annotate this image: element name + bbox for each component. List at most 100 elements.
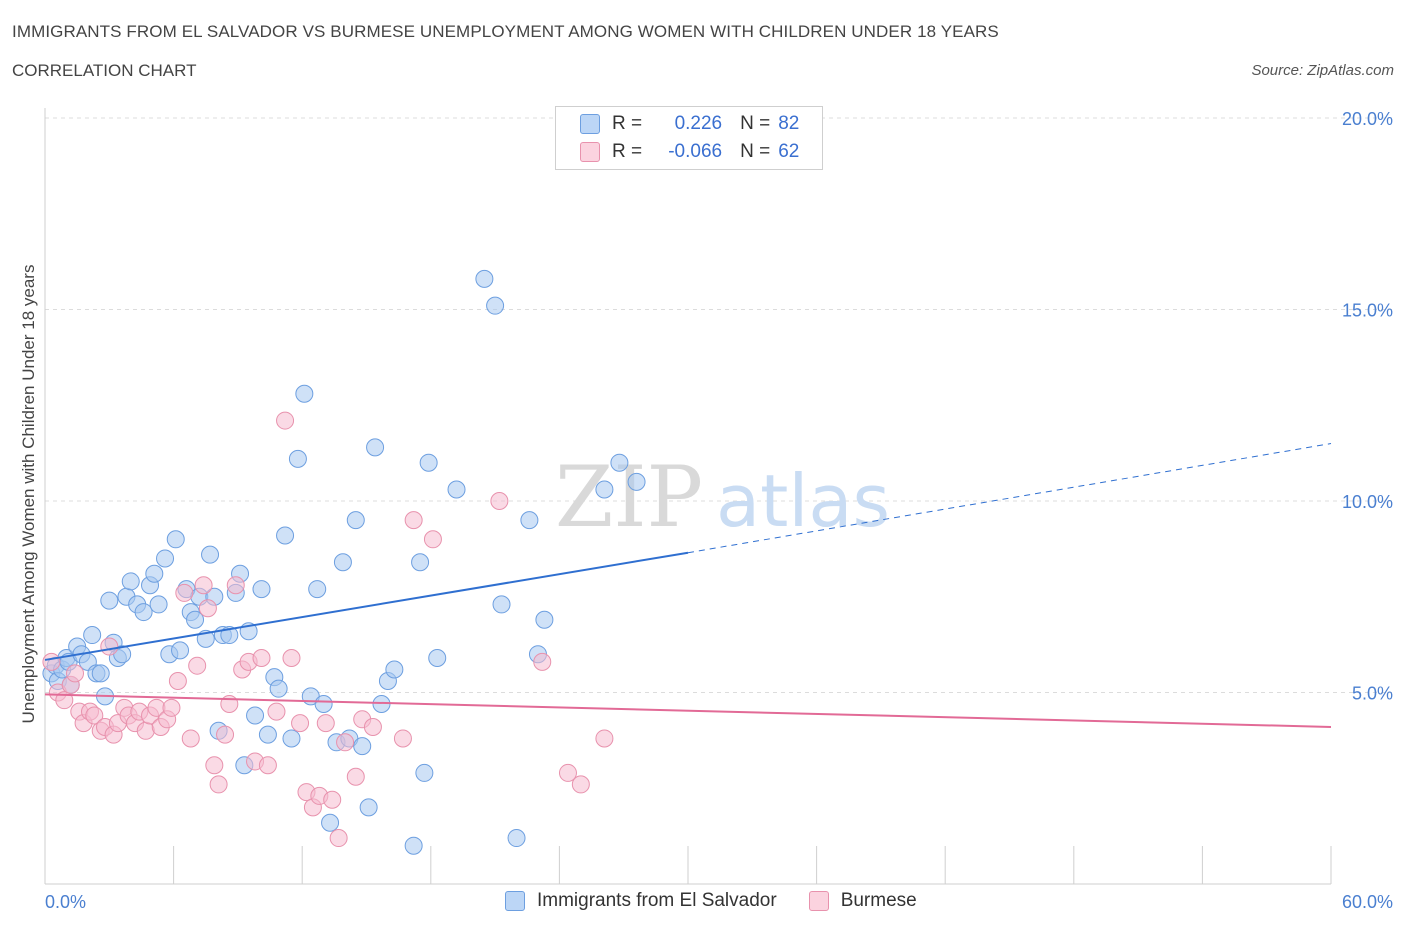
source-label: Source: ZipAtlas.com bbox=[1251, 62, 1394, 79]
point-el-salvador bbox=[595, 480, 614, 499]
legend-swatch-blue bbox=[505, 891, 525, 911]
point-el-salvador bbox=[507, 829, 526, 848]
point-burmese bbox=[175, 583, 194, 602]
legend-r-label: R = bbox=[612, 113, 643, 134]
point-burmese bbox=[66, 664, 85, 683]
y-tick-label: 10.0% bbox=[1342, 492, 1393, 512]
legend-r-value: 0.226 bbox=[674, 113, 723, 134]
point-el-salvador bbox=[366, 438, 385, 457]
point-el-salvador bbox=[121, 572, 140, 591]
legend-r-label: R = bbox=[612, 141, 643, 162]
points-immigrants-el-salvador bbox=[42, 269, 646, 855]
point-burmese bbox=[571, 775, 590, 794]
point-burmese bbox=[194, 576, 213, 595]
point-burmese bbox=[252, 649, 271, 668]
gridlines bbox=[45, 117, 1392, 693]
point-el-salvador bbox=[475, 269, 494, 288]
point-el-salvador bbox=[353, 737, 372, 756]
point-burmese bbox=[336, 733, 355, 752]
point-burmese bbox=[205, 756, 224, 775]
x-tick-label-min: 0.0% bbox=[45, 892, 86, 912]
point-burmese bbox=[188, 656, 207, 675]
point-el-salvador bbox=[186, 610, 205, 629]
y-axis-title: Unemployment Among Women with Children U… bbox=[19, 265, 38, 724]
legend-item-el-salvador: Immigrants from El Salvador bbox=[505, 890, 777, 912]
points-burmese bbox=[42, 411, 614, 848]
point-el-salvador bbox=[535, 610, 554, 629]
point-el-salvador bbox=[486, 296, 505, 315]
y-tick-label: 15.0% bbox=[1342, 301, 1393, 321]
watermark-zip: ZIP bbox=[555, 448, 703, 546]
point-burmese bbox=[329, 829, 348, 848]
legend-r-value: -0.066 bbox=[668, 141, 723, 162]
trend-line-el-salvador-extension bbox=[687, 443, 1332, 554]
x-ticks bbox=[173, 846, 1332, 884]
point-el-salvador bbox=[359, 798, 378, 817]
point-el-salvador bbox=[627, 472, 646, 491]
legend-label-el-salvador: Immigrants from El Salvador bbox=[537, 890, 777, 911]
legend-n-label: N = bbox=[740, 113, 771, 134]
point-el-salvador bbox=[610, 453, 629, 472]
point-burmese bbox=[85, 706, 104, 725]
point-burmese bbox=[291, 714, 310, 733]
x-tick-label-max: 60.0% bbox=[1342, 892, 1393, 912]
point-burmese bbox=[168, 672, 187, 691]
point-burmese bbox=[404, 511, 423, 530]
point-el-salvador bbox=[492, 595, 511, 614]
point-el-salvador bbox=[520, 511, 539, 530]
point-burmese bbox=[316, 714, 335, 733]
point-burmese bbox=[595, 729, 614, 748]
point-el-salvador bbox=[83, 626, 102, 645]
point-el-salvador bbox=[276, 526, 295, 545]
point-el-salvador bbox=[134, 603, 153, 622]
point-el-salvador bbox=[282, 729, 301, 748]
trend-line-burmese bbox=[44, 693, 1332, 728]
y-tick-labels: 5.0% 10.0% 15.0% 20.0% bbox=[1342, 109, 1393, 704]
legend-swatch-pink bbox=[808, 891, 829, 911]
point-burmese bbox=[346, 767, 365, 786]
point-burmese bbox=[533, 652, 552, 671]
point-el-salvador bbox=[385, 660, 404, 679]
point-burmese bbox=[490, 492, 509, 510]
series-legend: Immigrants from El Salvador Burmese bbox=[505, 890, 949, 912]
point-burmese bbox=[216, 725, 235, 744]
point-burmese bbox=[267, 702, 286, 721]
point-el-salvador bbox=[288, 449, 307, 468]
point-el-salvador bbox=[201, 545, 220, 564]
point-el-salvador bbox=[156, 549, 175, 568]
point-el-salvador bbox=[258, 725, 277, 744]
point-burmese bbox=[258, 756, 277, 775]
legend-n-value: 82 bbox=[778, 113, 800, 134]
point-burmese bbox=[42, 652, 61, 671]
legend-row-burmese: R = -0.066 N = 62 bbox=[580, 140, 799, 164]
point-burmese bbox=[423, 530, 442, 549]
point-el-salvador bbox=[91, 664, 110, 683]
trend-line-el-salvador bbox=[44, 551, 689, 661]
watermark-atlas: atlas bbox=[716, 459, 890, 543]
point-el-salvador bbox=[246, 706, 265, 725]
point-burmese bbox=[198, 599, 217, 618]
point-burmese bbox=[282, 649, 301, 668]
trend-lines bbox=[44, 443, 1332, 728]
point-burmese bbox=[363, 717, 382, 736]
point-el-salvador bbox=[415, 763, 434, 782]
point-el-salvador bbox=[314, 694, 333, 713]
point-el-salvador bbox=[171, 641, 190, 660]
point-el-salvador bbox=[100, 591, 119, 610]
y-tick-label: 20.0% bbox=[1342, 109, 1393, 129]
point-el-salvador bbox=[419, 453, 438, 472]
point-burmese bbox=[558, 763, 577, 782]
point-el-salvador bbox=[321, 813, 340, 832]
point-el-salvador bbox=[149, 595, 168, 614]
point-burmese bbox=[100, 637, 119, 656]
point-burmese bbox=[181, 729, 200, 748]
point-burmese bbox=[393, 729, 412, 748]
point-burmese bbox=[136, 721, 155, 740]
point-el-salvador bbox=[145, 564, 164, 583]
point-el-salvador bbox=[411, 553, 430, 572]
chart-title: IMMIGRANTS FROM EL SALVADOR VS BURMESE U… bbox=[12, 22, 999, 41]
point-burmese bbox=[226, 576, 245, 595]
legend-n-value: 62 bbox=[778, 141, 800, 162]
chart-subtitle: CORRELATION CHART bbox=[12, 61, 197, 80]
